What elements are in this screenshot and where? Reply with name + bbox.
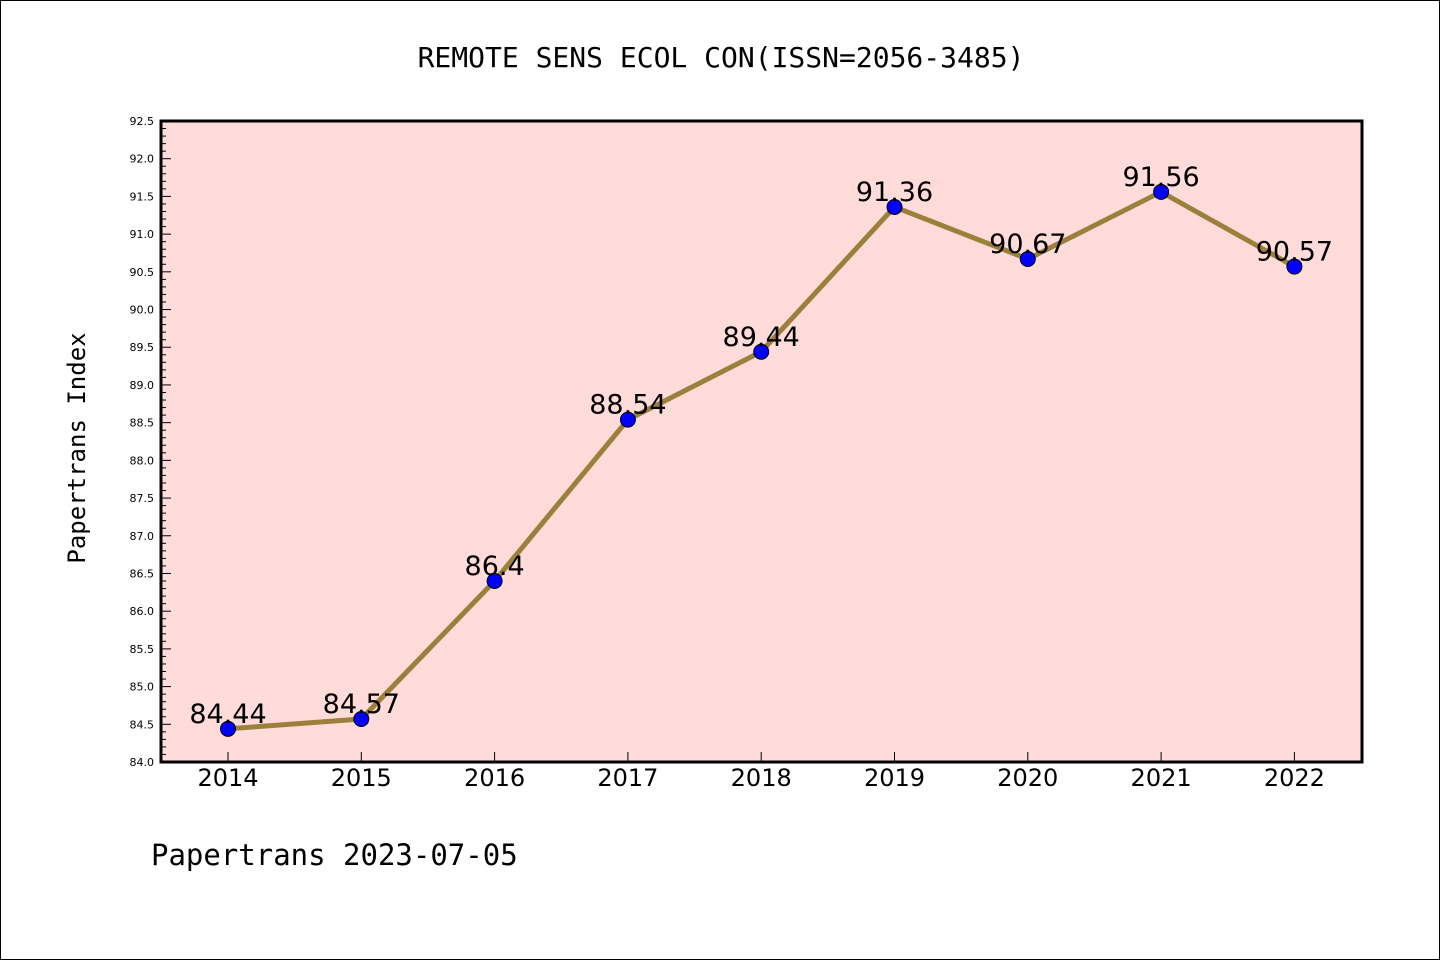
data-point-marker (1286, 258, 1303, 275)
y-tick-label: 91.0 (130, 228, 155, 241)
data-point-marker (353, 711, 370, 728)
data-label: 86.4 (465, 551, 525, 582)
x-tick-label: 2016 (464, 764, 525, 792)
y-tick-label: 84.0 (130, 756, 155, 769)
data-point-marker (753, 343, 770, 360)
x-axis-ticks: 2014 2015 2016 2017 2018 2019 2020 2021 2022 (197, 752, 1325, 792)
y-tick-label: 88.0 (130, 454, 155, 467)
x-tick-label: 2020 (997, 764, 1058, 792)
y-axis-label: Papertrans Index (63, 332, 91, 563)
y-tick-label: 86.5 (130, 567, 155, 580)
y-tick-label: 88.5 (130, 417, 155, 430)
x-tick-label: 2021 (1131, 764, 1192, 792)
x-tick-label: 2015 (331, 764, 392, 792)
chart-title: REMOTE SENS ECOL CON(ISSN=2056-3485) (418, 41, 1025, 74)
y-tick-label: 92.5 (130, 115, 155, 128)
data-point-marker (619, 411, 636, 428)
y-tick-label: 91.5 (130, 190, 155, 203)
data-label: 88.54 (589, 390, 666, 421)
y-tick-label: 92.0 (130, 153, 155, 166)
y-tick-label: 84.5 (130, 718, 155, 731)
data-point-marker (1153, 183, 1170, 200)
data-label: 90.67 (989, 229, 1066, 260)
series-layer: 84.44 84.57 86.4 88.54 89.44 91.36 90.67 91.56 9… (189, 162, 1333, 737)
x-tick-label: 2018 (731, 764, 792, 792)
plot-border (159, 119, 1364, 764)
x-tick-label: 2014 (197, 764, 258, 792)
data-label: 84.57 (323, 689, 400, 720)
data-point-marker (1019, 251, 1036, 268)
y-tick-label: 89.0 (130, 379, 155, 392)
y-tick-label: 90.5 (130, 266, 155, 279)
x-tick-label: 2022 (1264, 764, 1325, 792)
data-label: 91.36 (856, 177, 933, 208)
y-tick-label: 86.0 (130, 605, 155, 618)
y-tick-label: 85.0 (130, 681, 155, 694)
data-label: 91.56 (1122, 162, 1199, 193)
data-point-marker (486, 573, 503, 590)
data-label: 84.44 (189, 699, 266, 730)
data-label: 89.44 (723, 322, 800, 353)
plot-area (161, 121, 1362, 762)
x-tick-label: 2017 (597, 764, 658, 792)
y-tick-label: 87.0 (130, 530, 155, 543)
data-point-marker (220, 720, 236, 737)
y-tick-label: 85.5 (130, 643, 155, 656)
y-tick-label: 89.5 (130, 341, 155, 354)
y-tick-label: 90.0 (130, 304, 155, 317)
footer-date-label: Papertrans 2023-07-05 (151, 838, 518, 872)
data-point-marker (886, 198, 903, 215)
x-tick-label: 2019 (864, 764, 925, 792)
data-label: 90.57 (1256, 237, 1333, 268)
y-tick-label: 87.5 (130, 492, 155, 505)
